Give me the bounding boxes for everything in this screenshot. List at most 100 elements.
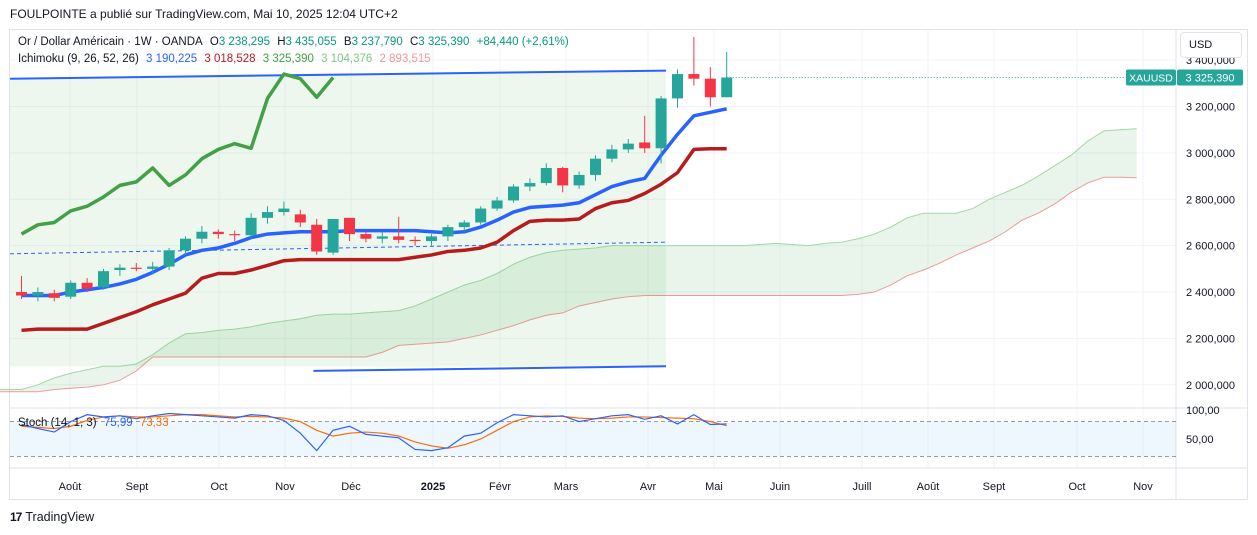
candle-body <box>327 219 339 253</box>
tradingview-logo-icon: 17 <box>10 510 22 524</box>
candle-body <box>655 98 667 149</box>
currency-button[interactable]: USD <box>1180 32 1242 58</box>
candle-body <box>114 267 126 271</box>
x-tick-label: Juin <box>770 481 790 493</box>
stoch-legend: Stoch (14, 1, 3) 75,99 73,33 <box>18 417 173 429</box>
stoch-band-fill <box>10 421 1176 457</box>
stoch-label: Stoch (14, 1, 3) <box>18 417 97 429</box>
y-tick-label: 2 400,000 <box>1186 287 1235 299</box>
x-tick-label: Mai <box>705 481 723 493</box>
candle-body <box>278 208 290 213</box>
ichimoku-tenkan-value: 3 190,225 <box>146 53 198 65</box>
candle-body <box>426 236 437 242</box>
candle-body <box>311 224 323 252</box>
x-tick-label: Févr <box>489 481 511 493</box>
candle-body <box>475 208 487 223</box>
ichimoku-spana-value: 3 104,376 <box>321 53 373 65</box>
channel-lower-trendline <box>313 365 667 372</box>
open-value: 3 238,295 <box>218 36 270 48</box>
senkou-span-a <box>0 128 1137 390</box>
channel-upper-trendline <box>9 69 667 80</box>
candle-body <box>65 282 77 297</box>
senkou-span-b <box>0 176 1137 393</box>
ichimoku-spanb-value: 2 893,515 <box>379 53 431 65</box>
candle-body <box>130 267 142 269</box>
candle-body <box>688 74 700 79</box>
x-tick-label: Août <box>917 481 940 493</box>
channel-mid-line <box>9 241 667 255</box>
open-label: O <box>209 36 219 48</box>
channel-fill <box>10 70 666 367</box>
x-tick-label: Juill <box>853 481 872 493</box>
stoch-tick-label: 50,00 <box>1186 434 1214 446</box>
candle-body <box>590 158 601 175</box>
candle-body <box>294 214 306 223</box>
y-tick-label: 2 200,000 <box>1186 333 1235 345</box>
x-tick-label: Oct <box>210 481 227 493</box>
candle-body <box>163 250 175 267</box>
stoch-k-value: 75,99 <box>103 417 133 429</box>
stoch-d-line <box>21 414 727 449</box>
x-tick-label: Sept <box>983 481 1006 493</box>
price-badge-label: 3 325,390 <box>1186 73 1235 85</box>
candle-body <box>639 142 651 149</box>
candle-body <box>721 77 733 98</box>
candle-body <box>212 231 224 235</box>
x-tick-label: Nov <box>275 481 295 493</box>
stoch-d-value: 73,33 <box>139 417 169 429</box>
y-tick-label: 3 000,000 <box>1186 148 1235 160</box>
brand-name: TradingView <box>25 510 95 524</box>
candle-body <box>344 217 355 235</box>
candle-body <box>540 167 552 184</box>
y-tick-label: 3 200,000 <box>1186 102 1235 114</box>
candle-body <box>32 292 44 296</box>
x-tick-label: 2025 <box>421 481 445 493</box>
ichimoku-label: Ichimoku (9, 26, 52, 26) <box>18 53 139 65</box>
x-tick-label: Déc <box>341 481 361 493</box>
candle-body <box>606 149 618 159</box>
x-tick-label: Mars <box>554 481 579 493</box>
candle-body <box>196 231 208 239</box>
chart-frame <box>9 29 1248 500</box>
candle-body <box>262 212 273 218</box>
candle-body <box>98 271 109 288</box>
low-value: 3 237,790 <box>351 36 403 48</box>
candle-body <box>229 234 241 236</box>
candle-body <box>704 78 716 98</box>
candle-body <box>376 236 388 239</box>
y-tick-label: 2 600,000 <box>1186 241 1235 253</box>
ichimoku-cloud <box>0 128 1137 392</box>
candle-body <box>442 227 454 237</box>
symbol-badge <box>1126 69 1176 86</box>
x-tick-label: Avr <box>640 481 657 493</box>
candle-body <box>672 74 683 99</box>
stoch-tick-label: 100,00 <box>1186 405 1220 417</box>
chikou-span-line <box>20 72 335 236</box>
ichimoku-kijun-value: 3 018,528 <box>204 53 256 65</box>
candle-body <box>524 183 536 187</box>
x-tick-label: Sept <box>126 481 149 493</box>
candle-body <box>147 266 159 269</box>
x-tick-label: Août <box>59 481 82 493</box>
candle-body <box>458 222 470 228</box>
candle-body <box>81 282 93 289</box>
candle-body <box>360 234 372 239</box>
candle-body <box>393 236 405 240</box>
candle-body <box>16 292 27 296</box>
tenkan-sen-line <box>21 107 728 298</box>
candle-body <box>622 143 634 150</box>
ichimoku-legend: Ichimoku (9, 26, 52, 26) 3 190,225 3 018… <box>18 53 435 65</box>
close-label: C <box>409 36 419 48</box>
tradingview-brand: 17 TradingView <box>10 510 94 524</box>
candle-body <box>48 293 60 298</box>
symbol-name: Or / Dollar Américain · 1W · OANDA <box>18 36 203 48</box>
candle-body <box>508 186 519 201</box>
y-tick-label: 3 400,000 <box>1186 55 1235 67</box>
kijun-sen-line <box>21 146 727 333</box>
change-value: +84,440 (+2,61%) <box>476 36 569 48</box>
x-tick-label: Oct <box>1068 481 1085 493</box>
candle-body <box>491 200 503 209</box>
symbol-badge-label: XAUUSD <box>1129 73 1173 85</box>
candle-body <box>245 217 257 236</box>
